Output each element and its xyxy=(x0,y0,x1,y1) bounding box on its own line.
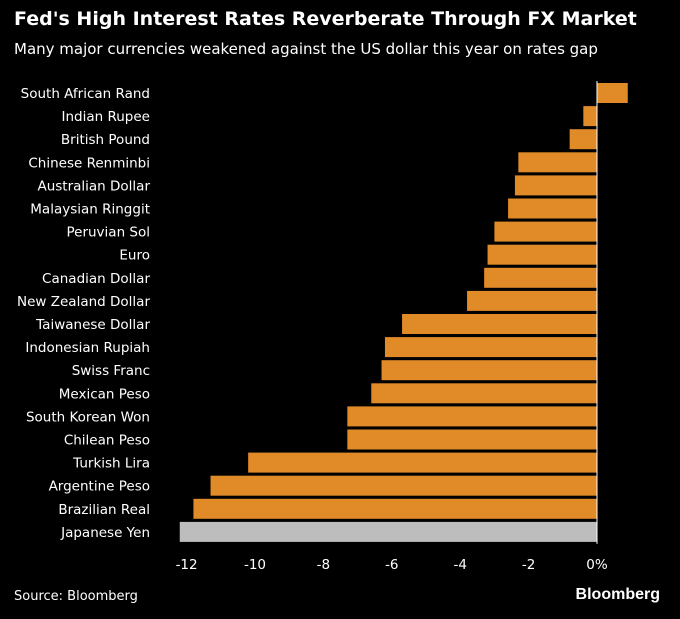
bar xyxy=(371,383,597,404)
x-tick-label: -6 xyxy=(385,557,398,573)
category-label: Australian Dollar xyxy=(37,178,150,194)
category-label: South Korean Won xyxy=(26,409,150,425)
category-label: Argentine Peso xyxy=(49,479,150,495)
bar xyxy=(484,267,597,288)
category-label: Chilean Peso xyxy=(64,433,150,449)
bar xyxy=(381,360,597,381)
category-label: Canadian Dollar xyxy=(42,271,150,287)
x-tick-label: 0% xyxy=(586,557,608,573)
source-note: Source: Bloomberg xyxy=(14,589,138,604)
bar xyxy=(597,83,628,103)
category-label: Indian Rupee xyxy=(62,109,151,125)
bar xyxy=(583,106,597,127)
x-tick-label: -4 xyxy=(453,557,466,573)
category-label: Malaysian Ringgit xyxy=(30,202,150,218)
bar xyxy=(347,429,597,450)
category-label: British Pound xyxy=(61,132,150,148)
bar xyxy=(384,337,597,358)
category-label: Turkish Lira xyxy=(72,456,150,472)
bar xyxy=(518,152,597,173)
bar xyxy=(210,475,598,496)
bar xyxy=(569,129,597,150)
bar xyxy=(193,498,597,519)
category-label: Japanese Yen xyxy=(60,525,150,541)
category-label: New Zealand Dollar xyxy=(17,294,150,310)
x-tick-label: -12 xyxy=(176,557,198,573)
bar xyxy=(487,244,597,265)
category-label: Swiss Franc xyxy=(72,363,150,379)
category-label: South African Rand xyxy=(21,86,150,102)
bar xyxy=(508,198,597,219)
category-label: Brazilian Real xyxy=(58,502,150,518)
x-tick-label: -2 xyxy=(522,557,535,573)
bar xyxy=(402,314,597,334)
bar xyxy=(494,221,597,242)
bar xyxy=(179,521,597,542)
bloomberg-logo: Bloomberg xyxy=(575,586,660,603)
x-tick-label: -8 xyxy=(317,557,330,573)
category-label: Indonesian Rupiah xyxy=(25,340,150,356)
chart-subtitle: Many major currencies weakened against t… xyxy=(14,40,598,58)
category-label: Euro xyxy=(119,248,150,264)
x-tick-label: -10 xyxy=(244,557,266,573)
chart-title: Fed's High Interest Rates Reverberate Th… xyxy=(14,8,637,30)
category-label: Peruvian Sol xyxy=(66,225,150,241)
category-label: Taiwanese Dollar xyxy=(35,317,150,333)
bar xyxy=(514,175,597,196)
bar xyxy=(347,406,597,427)
bar xyxy=(248,452,597,473)
category-label: Chinese Renminbi xyxy=(28,155,150,171)
bar xyxy=(467,290,597,311)
category-label: Mexican Peso xyxy=(59,386,150,402)
